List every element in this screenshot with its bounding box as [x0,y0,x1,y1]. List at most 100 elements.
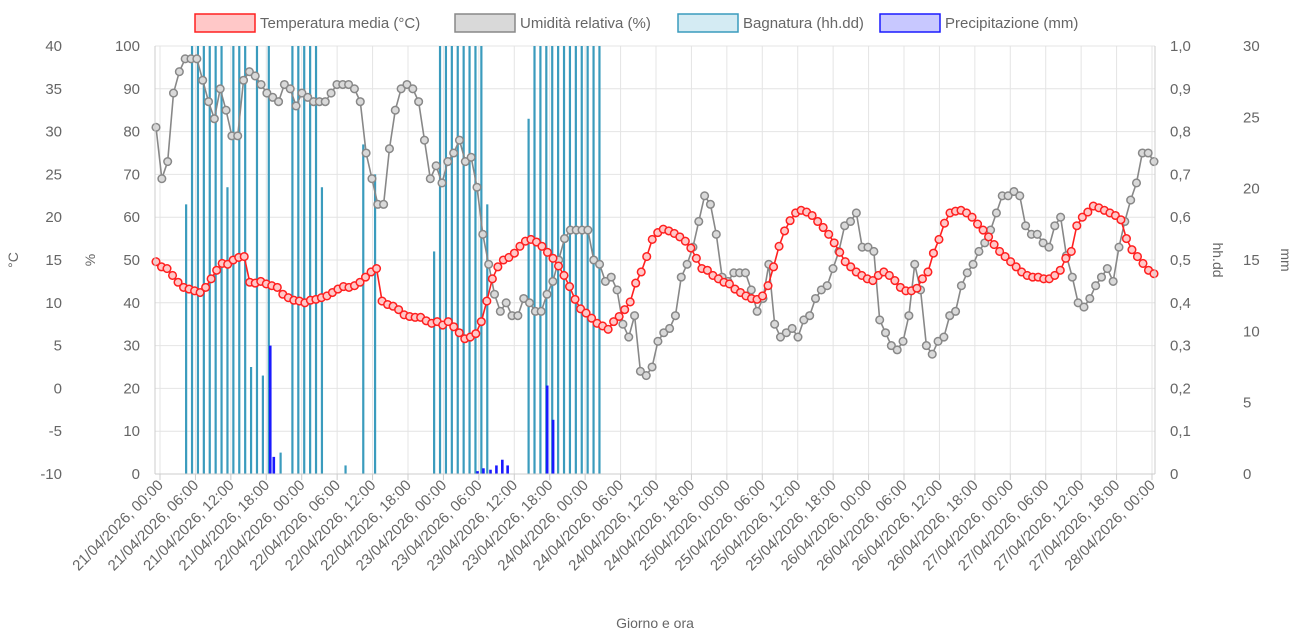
rain-tick-label: 5 [1243,395,1251,412]
umidita-point [583,225,593,235]
umidita-point [262,88,272,98]
temperatura-point [768,262,779,272]
umidita-point [951,306,961,316]
temperatura-point [454,328,464,338]
umidita-point [647,362,657,372]
temp-tick-label: 10 [45,295,62,312]
temp-tick-label: 20 [45,209,62,226]
umidita-point [746,285,756,295]
temp-tick-label: 35 [45,81,62,98]
hum-tick-label: 50 [123,252,140,269]
temp-tick-label: 40 [45,38,62,55]
temperatura-point [542,247,553,257]
temperatura-point [515,241,525,251]
temperatura-point [1072,221,1082,231]
temperatura-point [151,257,161,267]
bagnatura-bar [450,46,453,474]
umidita-point [285,84,295,94]
umidita-point [752,306,762,316]
temperatura-point [631,278,641,288]
umidita-point [443,157,453,167]
hum-tick-label: 40 [123,295,140,312]
temperatura-point [642,252,652,262]
bagnatura-bar [226,187,229,475]
bagnatura-bar [468,46,471,474]
umidita-point [962,268,972,278]
temperatura-point [989,240,999,250]
legend[interactable]: Temperatura media (°C) Umidità relativa (… [194,13,1078,33]
temp-tick-label: 30 [45,124,62,141]
umidita-point [291,101,301,111]
bagnatura-bar [190,46,194,474]
umidita-point [1015,191,1025,201]
wet-tick-label: 0,2 [1170,380,1191,397]
umidita-point [787,323,797,334]
umidita-point [641,371,651,381]
legend-swatch [194,13,256,33]
temperatura-point [967,212,977,222]
wet-tick-label: 0,8 [1170,124,1191,141]
umidita-point [390,105,400,115]
umidita-point [542,289,552,299]
umidita-point [630,311,640,321]
temperatura-point [1000,252,1010,262]
umidita-point [303,92,313,102]
legend-item[interactable]: Umidità relativa (%) [454,13,651,33]
legend-item[interactable]: Precipitazione (mm) [879,13,1078,33]
umidita-point [927,349,937,359]
umidita-point [700,191,710,201]
umidita-point [326,88,336,98]
hum-axis-title: % [82,254,98,266]
bagnatura-bar [196,46,200,474]
legend-swatch [879,13,941,33]
temperatura-point [625,297,635,307]
temperatura-point [581,308,591,318]
temperatura-point [686,243,696,253]
umidita-point [414,97,424,107]
hum-tick-label: 30 [123,338,140,355]
bagnatura-bar [208,46,211,474]
umidita-point [589,255,599,265]
temperatura-point [973,219,983,229]
temp-tick-label: 15 [45,252,62,269]
legend-item[interactable]: Bagnatura (hh.dd) [677,13,864,33]
temperatura-point [774,241,784,251]
umidita-point [933,336,943,346]
temp-tick-label: 25 [45,166,62,183]
umidita-point [1032,229,1042,239]
wet-tick-label: 0,9 [1170,81,1191,98]
temperatura-point [443,317,453,327]
bagnatura-bar [261,375,264,474]
temperatura-series [151,201,1159,344]
temperatura-point [360,272,371,282]
umidita-point [694,216,704,227]
temperatura-point [482,296,492,306]
umidita-point [361,148,371,158]
bagnatura-bar [438,46,442,474]
umidita-point [1102,264,1112,274]
umidita-point [297,88,307,98]
umidita-point [606,272,616,282]
temperatura-point [912,283,922,293]
umidita-point [559,234,570,244]
umidita-point [233,131,243,141]
temperatura-point [537,241,547,251]
umidita-point [793,332,803,342]
umidita-point [174,67,184,77]
bagnatura-bar [362,144,365,474]
temperatura-point [206,274,216,284]
umidita-point [869,246,879,256]
umidita-point [595,259,605,269]
precipitazione-bar [476,471,479,474]
umidita-point [466,152,476,162]
precipitazione-bar [482,468,485,474]
umidita-point [822,281,832,291]
wet-axis-title: hh.dd [1210,242,1226,277]
umidita-point [1114,242,1124,252]
rain-tick-label: 0 [1243,466,1251,483]
hum-tick-label: 20 [123,380,140,397]
legend-swatch [677,13,739,33]
legend-item[interactable]: Temperatura media (°C) [194,13,420,33]
